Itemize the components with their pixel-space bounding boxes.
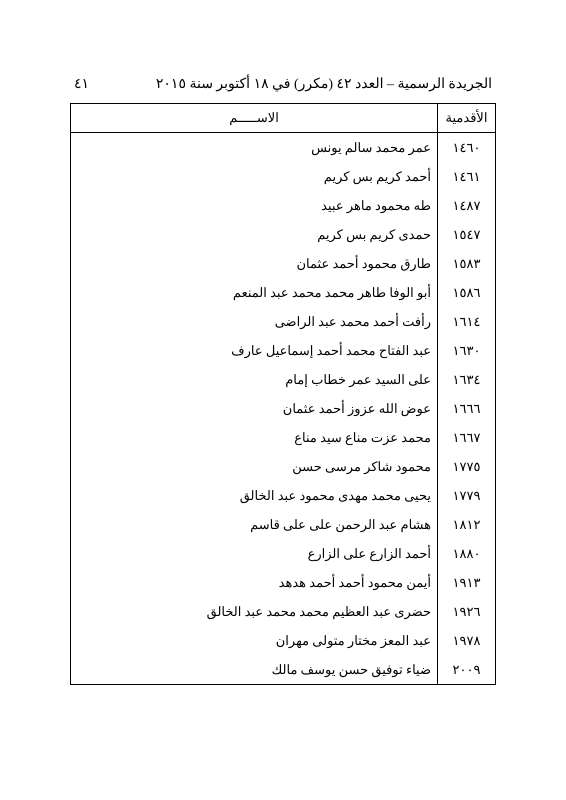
- seniority-cell: ١٦٣٤: [438, 365, 496, 394]
- seniority-cell: ١٥٤٧: [438, 220, 496, 249]
- name-cell: محمود شاكر مرسى حسن: [71, 452, 438, 481]
- seniority-cell: ١٥٨٣: [438, 249, 496, 278]
- table-row: ١٦٦٦عوض الله عزوز أحمد عثمان: [71, 394, 496, 423]
- table-row: ١٤٦٠عمر محمد سالم يونس: [71, 133, 496, 163]
- name-cell: حمدى كريم بس كريم: [71, 220, 438, 249]
- name-cell: عمر محمد سالم يونس: [71, 133, 438, 163]
- header-title: الجريدة الرسمية – العدد ٤٢ (مكرر) في ١٨ …: [156, 76, 492, 93]
- table-row: ١٥٨٣طارق محمود أحمد عثمان: [71, 249, 496, 278]
- seniority-cell: ٢٠٠٩: [438, 655, 496, 685]
- table-row: ١٥٤٧حمدى كريم بس كريم: [71, 220, 496, 249]
- table-row: ١٤٨٧طه محمود ماهر عبيد: [71, 191, 496, 220]
- table-row: ١٤٦١أحمد كريم بس كريم: [71, 162, 496, 191]
- seniority-cell: ١٨١٢: [438, 510, 496, 539]
- name-cell: أحمد الزارع على الزارع: [71, 539, 438, 568]
- seniority-cell: ١٦٦٦: [438, 394, 496, 423]
- seniority-cell: ١٨٨٠: [438, 539, 496, 568]
- seniority-cell: ١٤٦٠: [438, 133, 496, 163]
- table-row: ١٩٧٨عبد المعز مختار متولى مهران: [71, 626, 496, 655]
- name-cell: يحيى محمد مهدى محمود عبد الخالق: [71, 481, 438, 510]
- name-cell: عبد المعز مختار متولى مهران: [71, 626, 438, 655]
- table-row: ١٦١٤رأفت أحمد محمد عبد الراضى: [71, 307, 496, 336]
- table-header-row: الأقدمية الاســـــم: [71, 104, 496, 133]
- seniority-cell: ١٤٦١: [438, 162, 496, 191]
- name-cell: حضرى عبد العظيم محمد محمد عبد الخالق: [71, 597, 438, 626]
- name-cell: ضياء توفيق حسن يوسف مالك: [71, 655, 438, 685]
- document-page: الجريدة الرسمية – العدد ٤٢ (مكرر) في ١٨ …: [0, 0, 566, 800]
- seniority-cell: ١٤٨٧: [438, 191, 496, 220]
- table-row: ١٩١٣أيمن محمود أحمد أحمد هدهد: [71, 568, 496, 597]
- name-cell: أحمد كريم بس كريم: [71, 162, 438, 191]
- table-row: ١٦٦٧محمد عزت مناع سيد مناع: [71, 423, 496, 452]
- seniority-cell: ١٧٧٥: [438, 452, 496, 481]
- name-cell: طه محمود ماهر عبيد: [71, 191, 438, 220]
- name-cell: محمد عزت مناع سيد مناع: [71, 423, 438, 452]
- name-cell: عوض الله عزوز أحمد عثمان: [71, 394, 438, 423]
- seniority-cell: ١٥٨٦: [438, 278, 496, 307]
- seniority-cell: ١٧٧٩: [438, 481, 496, 510]
- table-row: ١٧٧٩يحيى محمد مهدى محمود عبد الخالق: [71, 481, 496, 510]
- seniority-cell: ١٩٧٨: [438, 626, 496, 655]
- seniority-cell: ١٦١٤: [438, 307, 496, 336]
- name-cell: عبد الفتاح محمد أحمد إسماعيل عارف: [71, 336, 438, 365]
- seniority-cell: ١٦٣٠: [438, 336, 496, 365]
- table-row: ١٥٨٦أبو الوفا طاهر محمد محمد عبد المنعم: [71, 278, 496, 307]
- name-cell: أيمن محمود أحمد أحمد هدهد: [71, 568, 438, 597]
- seniority-cell: ١٩١٣: [438, 568, 496, 597]
- names-table: الأقدمية الاســـــم ١٤٦٠عمر محمد سالم يو…: [70, 103, 496, 685]
- table-row: ١٦٣٤على السيد عمر خطاب إمام: [71, 365, 496, 394]
- name-cell: أبو الوفا طاهر محمد محمد عبد المنعم: [71, 278, 438, 307]
- name-cell: طارق محمود أحمد عثمان: [71, 249, 438, 278]
- table-row: ١٩٢٦حضرى عبد العظيم محمد محمد عبد الخالق: [71, 597, 496, 626]
- table-row: ٢٠٠٩ضياء توفيق حسن يوسف مالك: [71, 655, 496, 685]
- table-row: ١٧٧٥محمود شاكر مرسى حسن: [71, 452, 496, 481]
- table-row: ١٦٣٠عبد الفتاح محمد أحمد إسماعيل عارف: [71, 336, 496, 365]
- col-header-name: الاســـــم: [71, 104, 438, 133]
- page-number: ٤١: [74, 76, 104, 93]
- table-row: ١٨٨٠أحمد الزارع على الزارع: [71, 539, 496, 568]
- name-cell: على السيد عمر خطاب إمام: [71, 365, 438, 394]
- seniority-cell: ١٦٦٧: [438, 423, 496, 452]
- col-header-seniority: الأقدمية: [438, 104, 496, 133]
- name-cell: هشام عبد الرحمن على على قاسم: [71, 510, 438, 539]
- name-cell: رأفت أحمد محمد عبد الراضى: [71, 307, 438, 336]
- page-header: الجريدة الرسمية – العدد ٤٢ (مكرر) في ١٨ …: [70, 76, 496, 93]
- seniority-cell: ١٩٢٦: [438, 597, 496, 626]
- table-row: ١٨١٢هشام عبد الرحمن على على قاسم: [71, 510, 496, 539]
